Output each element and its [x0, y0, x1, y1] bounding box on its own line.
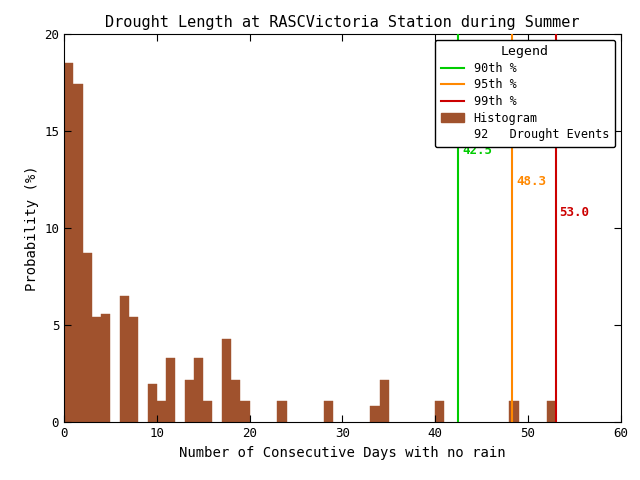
Bar — [231, 380, 241, 422]
Text: 53.0: 53.0 — [559, 206, 589, 219]
Bar — [204, 401, 212, 422]
Bar — [147, 384, 157, 422]
Bar — [129, 317, 138, 422]
Text: 48.3: 48.3 — [516, 175, 546, 188]
Bar — [120, 296, 129, 422]
Y-axis label: Probability (%): Probability (%) — [24, 165, 38, 291]
Text: 42.5: 42.5 — [462, 144, 492, 157]
Bar — [64, 63, 73, 422]
Bar — [278, 401, 287, 422]
Text: Made on 25 Apr 2025: Made on 25 Apr 2025 — [461, 120, 563, 129]
Bar — [370, 406, 380, 422]
Bar — [435, 401, 444, 422]
Title: Drought Length at RASCVictoria Station during Summer: Drought Length at RASCVictoria Station d… — [105, 15, 580, 30]
Bar — [101, 313, 111, 422]
Bar — [547, 401, 556, 422]
Bar — [380, 380, 388, 422]
Bar — [73, 84, 83, 422]
X-axis label: Number of Consecutive Days with no rain: Number of Consecutive Days with no rain — [179, 446, 506, 460]
Bar — [324, 401, 333, 422]
Bar — [222, 339, 231, 422]
Bar — [194, 358, 204, 422]
Bar — [241, 401, 250, 422]
Bar — [509, 401, 518, 422]
Bar — [184, 380, 194, 422]
Bar — [166, 358, 175, 422]
Bar — [83, 253, 92, 422]
Bar — [92, 317, 101, 422]
Bar — [157, 401, 166, 422]
Legend: 90th %, 95th %, 99th %, Histogram, 92   Drought Events: 90th %, 95th %, 99th %, Histogram, 92 Dr… — [435, 39, 615, 147]
